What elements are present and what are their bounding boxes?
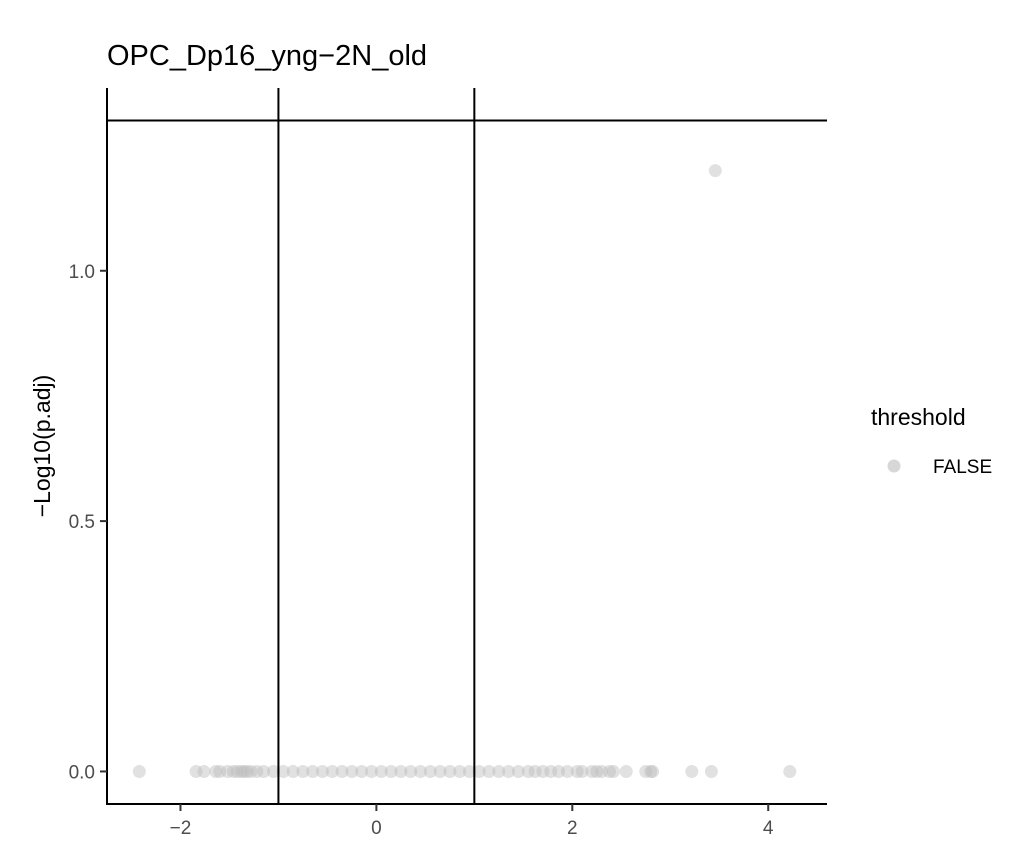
data-point bbox=[355, 765, 369, 778]
data-point bbox=[560, 765, 574, 778]
data-point bbox=[606, 765, 620, 778]
reference-lines bbox=[107, 88, 827, 804]
data-point bbox=[423, 765, 437, 778]
y-tick-label: 1.0 bbox=[69, 262, 95, 283]
data-point bbox=[244, 765, 258, 778]
legend-title: threshold bbox=[871, 404, 966, 430]
data-point bbox=[250, 765, 264, 778]
data-point bbox=[521, 765, 535, 778]
data-point bbox=[646, 765, 660, 778]
data-point bbox=[443, 765, 457, 778]
x-tick-label: 0 bbox=[371, 818, 382, 839]
data-point bbox=[595, 765, 609, 778]
data-point bbox=[226, 765, 240, 778]
data-point bbox=[384, 765, 398, 778]
data-point bbox=[316, 765, 329, 778]
x-tick-label: −2 bbox=[170, 818, 192, 839]
data-point bbox=[502, 765, 516, 778]
data-point bbox=[639, 765, 653, 778]
data-point bbox=[132, 765, 146, 778]
data-point bbox=[644, 765, 658, 778]
data-point bbox=[267, 765, 280, 778]
data-point bbox=[345, 765, 359, 778]
data-point bbox=[511, 765, 525, 778]
x-tick-label: 4 bbox=[763, 818, 774, 839]
data-point bbox=[433, 765, 447, 778]
data-point bbox=[570, 765, 584, 778]
data-point bbox=[619, 765, 633, 778]
legend-label-false: FALSE bbox=[933, 457, 992, 478]
data-point bbox=[296, 765, 310, 778]
data-point bbox=[325, 765, 339, 778]
data-point bbox=[575, 765, 589, 778]
data-point bbox=[335, 765, 349, 778]
data-point bbox=[585, 765, 599, 778]
data-point bbox=[462, 765, 476, 778]
data-point bbox=[257, 765, 271, 778]
data-point bbox=[414, 765, 427, 778]
data-points bbox=[132, 164, 797, 778]
data-point bbox=[365, 765, 378, 778]
data-point bbox=[590, 765, 604, 778]
y-axis-ticks: 0.0 0.5 1.0 bbox=[69, 262, 107, 783]
legend: threshold FALSE bbox=[871, 404, 992, 478]
data-point bbox=[213, 765, 227, 778]
data-point bbox=[783, 765, 797, 778]
data-point bbox=[704, 765, 718, 778]
x-axis-ticks: −2 0 2 4 bbox=[170, 804, 774, 839]
plot-area bbox=[107, 88, 827, 804]
data-point bbox=[544, 765, 558, 778]
data-point bbox=[189, 765, 203, 778]
data-point bbox=[276, 765, 290, 778]
y-axis-title: −Log10(p.adj) bbox=[29, 375, 55, 518]
y-tick-label: 0.0 bbox=[69, 762, 95, 783]
data-point bbox=[197, 765, 211, 778]
data-point bbox=[482, 765, 496, 778]
data-point bbox=[528, 765, 542, 778]
data-point bbox=[237, 765, 251, 778]
data-point bbox=[374, 765, 388, 778]
data-point bbox=[536, 765, 550, 778]
data-point bbox=[230, 765, 244, 778]
chart-title: OPC_Dp16_yng−2N_old bbox=[107, 40, 427, 72]
data-point bbox=[685, 765, 699, 778]
x-tick-label: 2 bbox=[567, 818, 578, 839]
data-point bbox=[453, 765, 467, 778]
data-point bbox=[209, 765, 223, 778]
data-point bbox=[221, 765, 234, 778]
data-point bbox=[603, 765, 616, 778]
data-point bbox=[306, 765, 320, 778]
data-point bbox=[472, 765, 486, 778]
data-point bbox=[552, 765, 566, 778]
data-point bbox=[492, 765, 506, 778]
data-point bbox=[234, 765, 248, 778]
data-point bbox=[708, 164, 722, 178]
legend-key-false bbox=[887, 459, 901, 473]
data-point bbox=[404, 765, 418, 778]
y-tick-label: 0.5 bbox=[69, 512, 95, 533]
data-point bbox=[286, 765, 300, 778]
data-point bbox=[240, 765, 254, 778]
data-point bbox=[394, 765, 408, 778]
